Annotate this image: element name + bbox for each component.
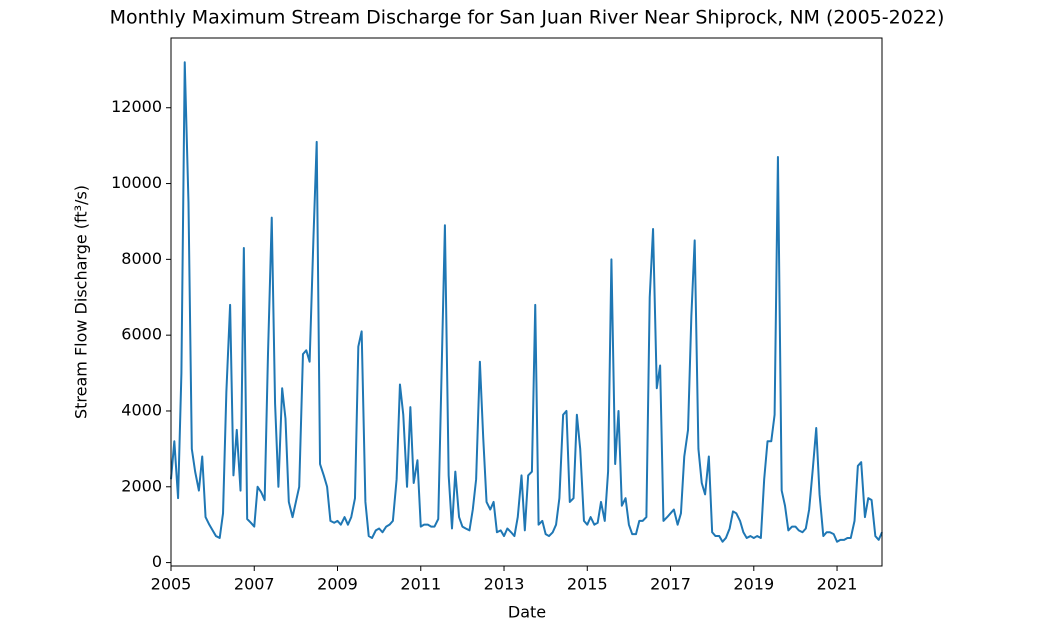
x-tick-label: 2021: [817, 575, 858, 594]
y-tick-label: 6000: [121, 325, 162, 344]
chart-title: Monthly Maximum Stream Discharge for San…: [110, 7, 945, 29]
x-tick-label: 2009: [317, 575, 358, 594]
x-tick-label: 2011: [400, 575, 441, 594]
line: [170, 61, 883, 543]
y-tick-label: 10000: [111, 173, 162, 192]
y-tick-label: 0: [152, 552, 162, 571]
x-tick-label: 2007: [234, 575, 275, 594]
y-tick-label: 4000: [121, 400, 162, 419]
x-tick-label: 2019: [733, 575, 774, 594]
plot-frame: [170, 37, 883, 567]
x-tick-label: 2017: [650, 575, 691, 594]
x-tick-label: 2013: [484, 575, 525, 594]
y-tick-label: 8000: [121, 249, 162, 268]
y-tick-label: 2000: [121, 476, 162, 495]
x-tick-label: 2015: [567, 575, 608, 594]
x-tick-label: 2005: [151, 575, 192, 594]
x-axis-label: Date: [508, 603, 546, 622]
y-axis-label: Stream Flow Discharge (ft³/s): [72, 185, 91, 419]
y-tick-label: 12000: [111, 97, 162, 116]
